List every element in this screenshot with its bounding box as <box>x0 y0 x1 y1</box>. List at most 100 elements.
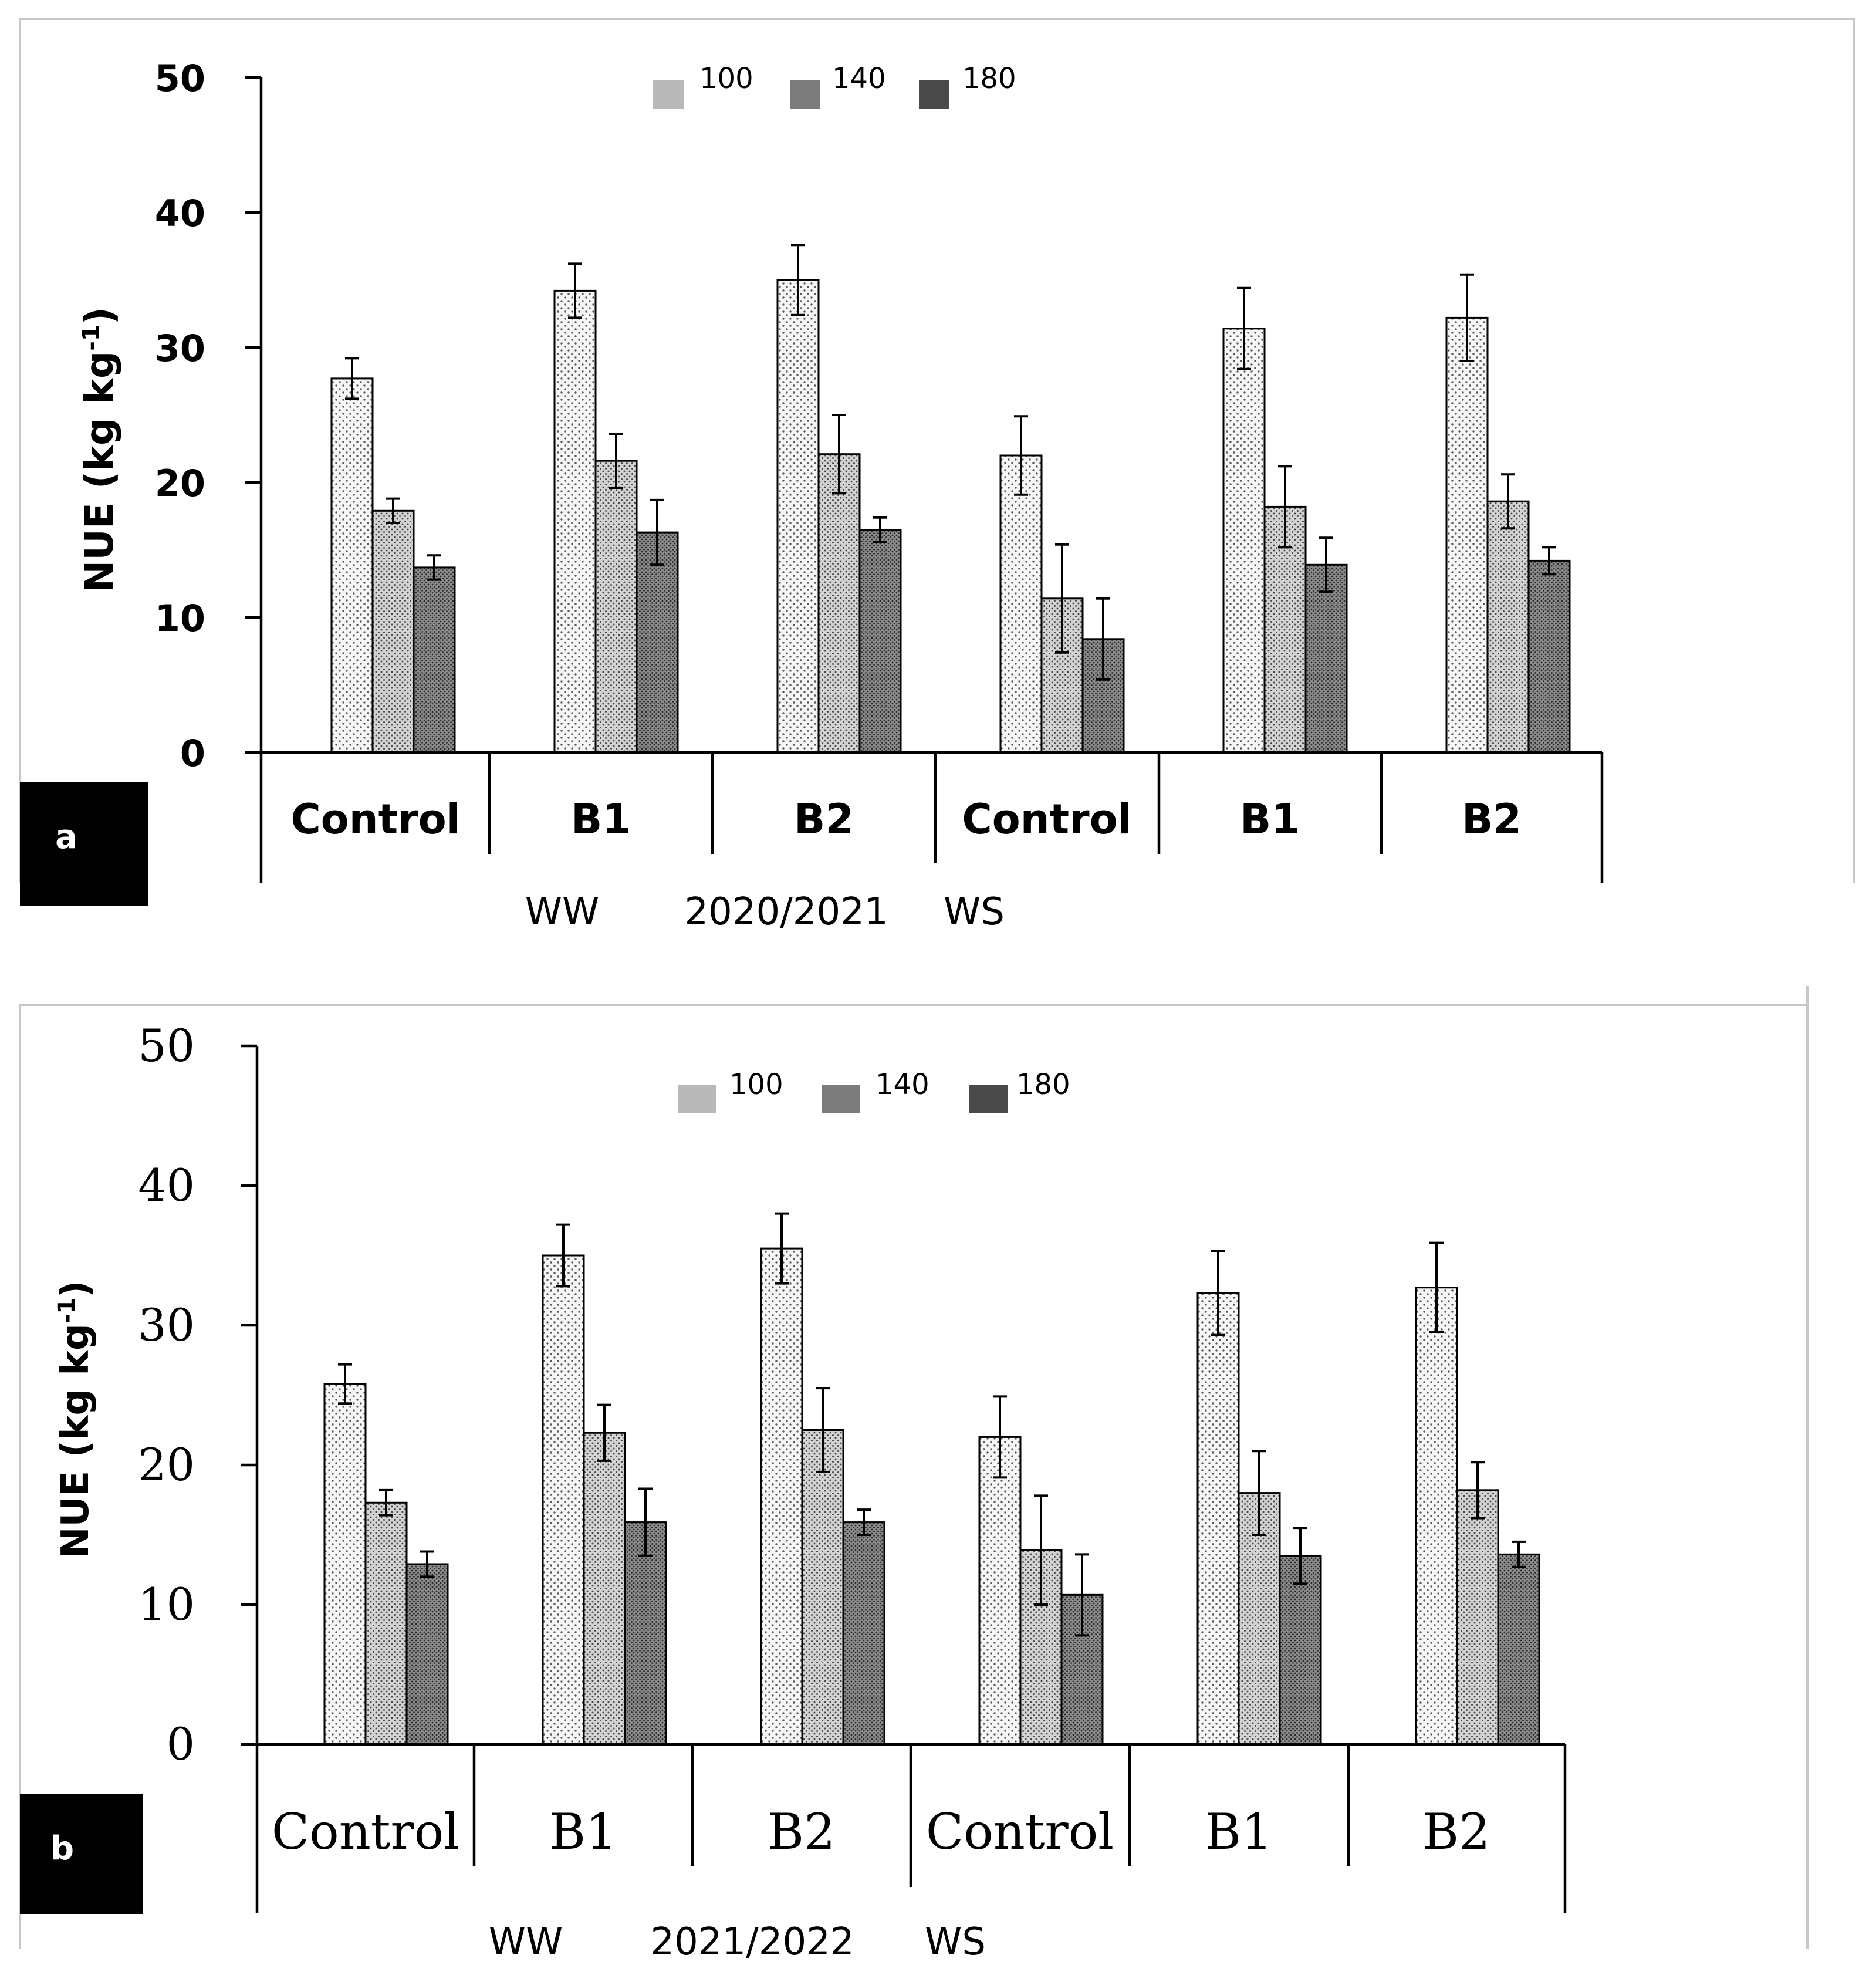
group-label-ww: WW <box>525 890 600 934</box>
y-tick-label: 10 <box>155 597 205 640</box>
legend-swatch-100 <box>678 1085 716 1113</box>
bar-100-b1 <box>542 1254 585 1746</box>
bar-140-b2 <box>817 453 861 754</box>
panel-a: NUE (kg kg-1) 0 10 20 30 40 50 100 140 1… <box>19 18 1855 934</box>
bar-180-control <box>413 566 456 754</box>
error-bar-140-b1 <box>1252 1450 1266 1536</box>
error-bar-140-control <box>1055 543 1069 654</box>
panel-a-letter-badge: a <box>20 782 148 906</box>
legend-swatch-180 <box>969 1085 1008 1113</box>
y-tick-label: 30 <box>138 1299 195 1351</box>
bar-100-b2 <box>1415 1287 1458 1746</box>
bar-100-control <box>330 377 374 754</box>
bar-180-b1 <box>624 1521 667 1746</box>
season-label: 2020/2021 <box>684 890 888 934</box>
error-bar-180-b2 <box>1512 1540 1526 1568</box>
panel-b-y-ticks: 0 10 20 30 40 50 <box>138 1019 195 1770</box>
x-category-label: Control <box>962 795 1131 843</box>
x-category-label: Control <box>272 1803 459 1861</box>
panel-b-frame <box>19 986 1809 1949</box>
y-tick-label: 50 <box>155 57 205 100</box>
bar-180-b1 <box>1304 563 1348 754</box>
error-bar-180-b1 <box>650 498 664 566</box>
panel-a-y-ticks: 0 10 20 30 40 50 <box>155 57 205 775</box>
bar-140-b1 <box>583 1432 626 1746</box>
x-category-label: B1 <box>549 1803 617 1861</box>
error-bar-180-b2 <box>873 516 887 543</box>
x-category-label: B1 <box>1240 795 1300 843</box>
x-category-label: B2 <box>794 795 854 843</box>
error-bar-100-b2 <box>791 244 805 316</box>
y-tick-label: 20 <box>138 1439 195 1491</box>
x-category-label: B1 <box>1205 1803 1272 1861</box>
y-tick-label: 0 <box>167 1718 195 1770</box>
error-bar-140-b2 <box>1471 1461 1485 1520</box>
panel-letter: b <box>50 1829 74 1868</box>
bar-180-b2 <box>1497 1553 1540 1746</box>
error-bar-140-b2 <box>1501 473 1515 530</box>
error-bar-100-b1 <box>1211 1250 1225 1336</box>
panel-a-axes <box>245 76 1604 883</box>
panel-a-frame <box>19 18 1855 883</box>
panel-b-axes <box>241 1044 1567 1913</box>
legend-label-180: 180 <box>962 62 1016 95</box>
error-bar-180-control <box>1096 597 1110 681</box>
bar-140-b2 <box>801 1429 844 1746</box>
bar-140-control <box>364 1501 408 1746</box>
panel-a-category-labels: Control B1 B2 Control B1 B2 <box>290 795 1522 843</box>
panel-b-category-labels: Control B1 B2 Control B1 B2 <box>272 1803 1490 1861</box>
x-category-label: Control <box>290 795 460 843</box>
y-tick-label: 40 <box>138 1159 195 1211</box>
error-bar-100-b1 <box>1237 286 1251 370</box>
y-tick-label: 10 <box>138 1578 195 1630</box>
error-bar-100-b1 <box>556 1223 570 1288</box>
panel-badge <box>20 1794 143 1914</box>
panel-a-group-labels: WW 2020/2021 WS <box>525 890 1005 934</box>
panel-b-group-labels: WW 2021/2022 WS <box>489 1920 986 1964</box>
panel-badge <box>20 782 148 906</box>
legend-label-100: 100 <box>699 62 753 95</box>
error-bar-140-b1 <box>597 1403 611 1462</box>
panel-b-error-bars <box>338 1212 1526 1637</box>
panel-b-bars <box>323 1247 1540 1746</box>
bar-100-b2 <box>776 279 820 754</box>
bar-140-b2 <box>1456 1489 1499 1746</box>
bar-100-b1 <box>553 289 597 754</box>
x-category-label: B2 <box>768 1803 835 1861</box>
error-bar-140-b2 <box>832 414 846 495</box>
error-bar-180-control <box>420 1550 434 1578</box>
error-bar-180-b2 <box>857 1508 871 1536</box>
bar-180-b2 <box>842 1521 885 1746</box>
x-category-label: Control <box>926 1803 1114 1861</box>
group-label-ww: WW <box>489 1920 563 1964</box>
panel-b-legend: 100 140 180 <box>678 1068 1070 1113</box>
panel-a-legend: 100 140 180 <box>653 62 1016 109</box>
panel-a-error-bars <box>345 244 1556 681</box>
error-bar-100-control <box>338 1363 352 1405</box>
panel-a-bars <box>330 279 1571 754</box>
error-bar-100-control <box>345 357 359 400</box>
bar-100-control <box>323 1383 367 1746</box>
bar-180-b2 <box>1527 559 1571 754</box>
bar-100-control <box>999 454 1043 754</box>
bar-100-control <box>978 1436 1022 1746</box>
panel-letter: a <box>55 818 77 856</box>
legend-swatch-140 <box>822 1085 860 1113</box>
y-tick-label: 30 <box>155 327 205 370</box>
error-bar-180-b1 <box>1293 1527 1307 1585</box>
error-bar-100-b2 <box>1429 1241 1444 1333</box>
legend-swatch-180 <box>919 80 949 109</box>
bar-100-b1 <box>1196 1292 1240 1746</box>
error-bar-140-b1 <box>1278 465 1292 549</box>
legend-label-140: 140 <box>832 62 886 95</box>
bar-180-b2 <box>858 529 902 754</box>
panel-b: NUE (kg kg-1) 0 10 20 30 40 50 100 140 1… <box>19 986 1809 1964</box>
bar-100-b1 <box>1222 328 1266 754</box>
error-bar-100-control <box>1014 415 1028 496</box>
error-bar-180-b1 <box>1319 536 1333 593</box>
error-bar-180-b2 <box>1542 546 1556 576</box>
bar-100-b2 <box>760 1247 803 1746</box>
legend-swatch-100 <box>653 80 684 109</box>
error-bar-140-b2 <box>816 1387 830 1473</box>
